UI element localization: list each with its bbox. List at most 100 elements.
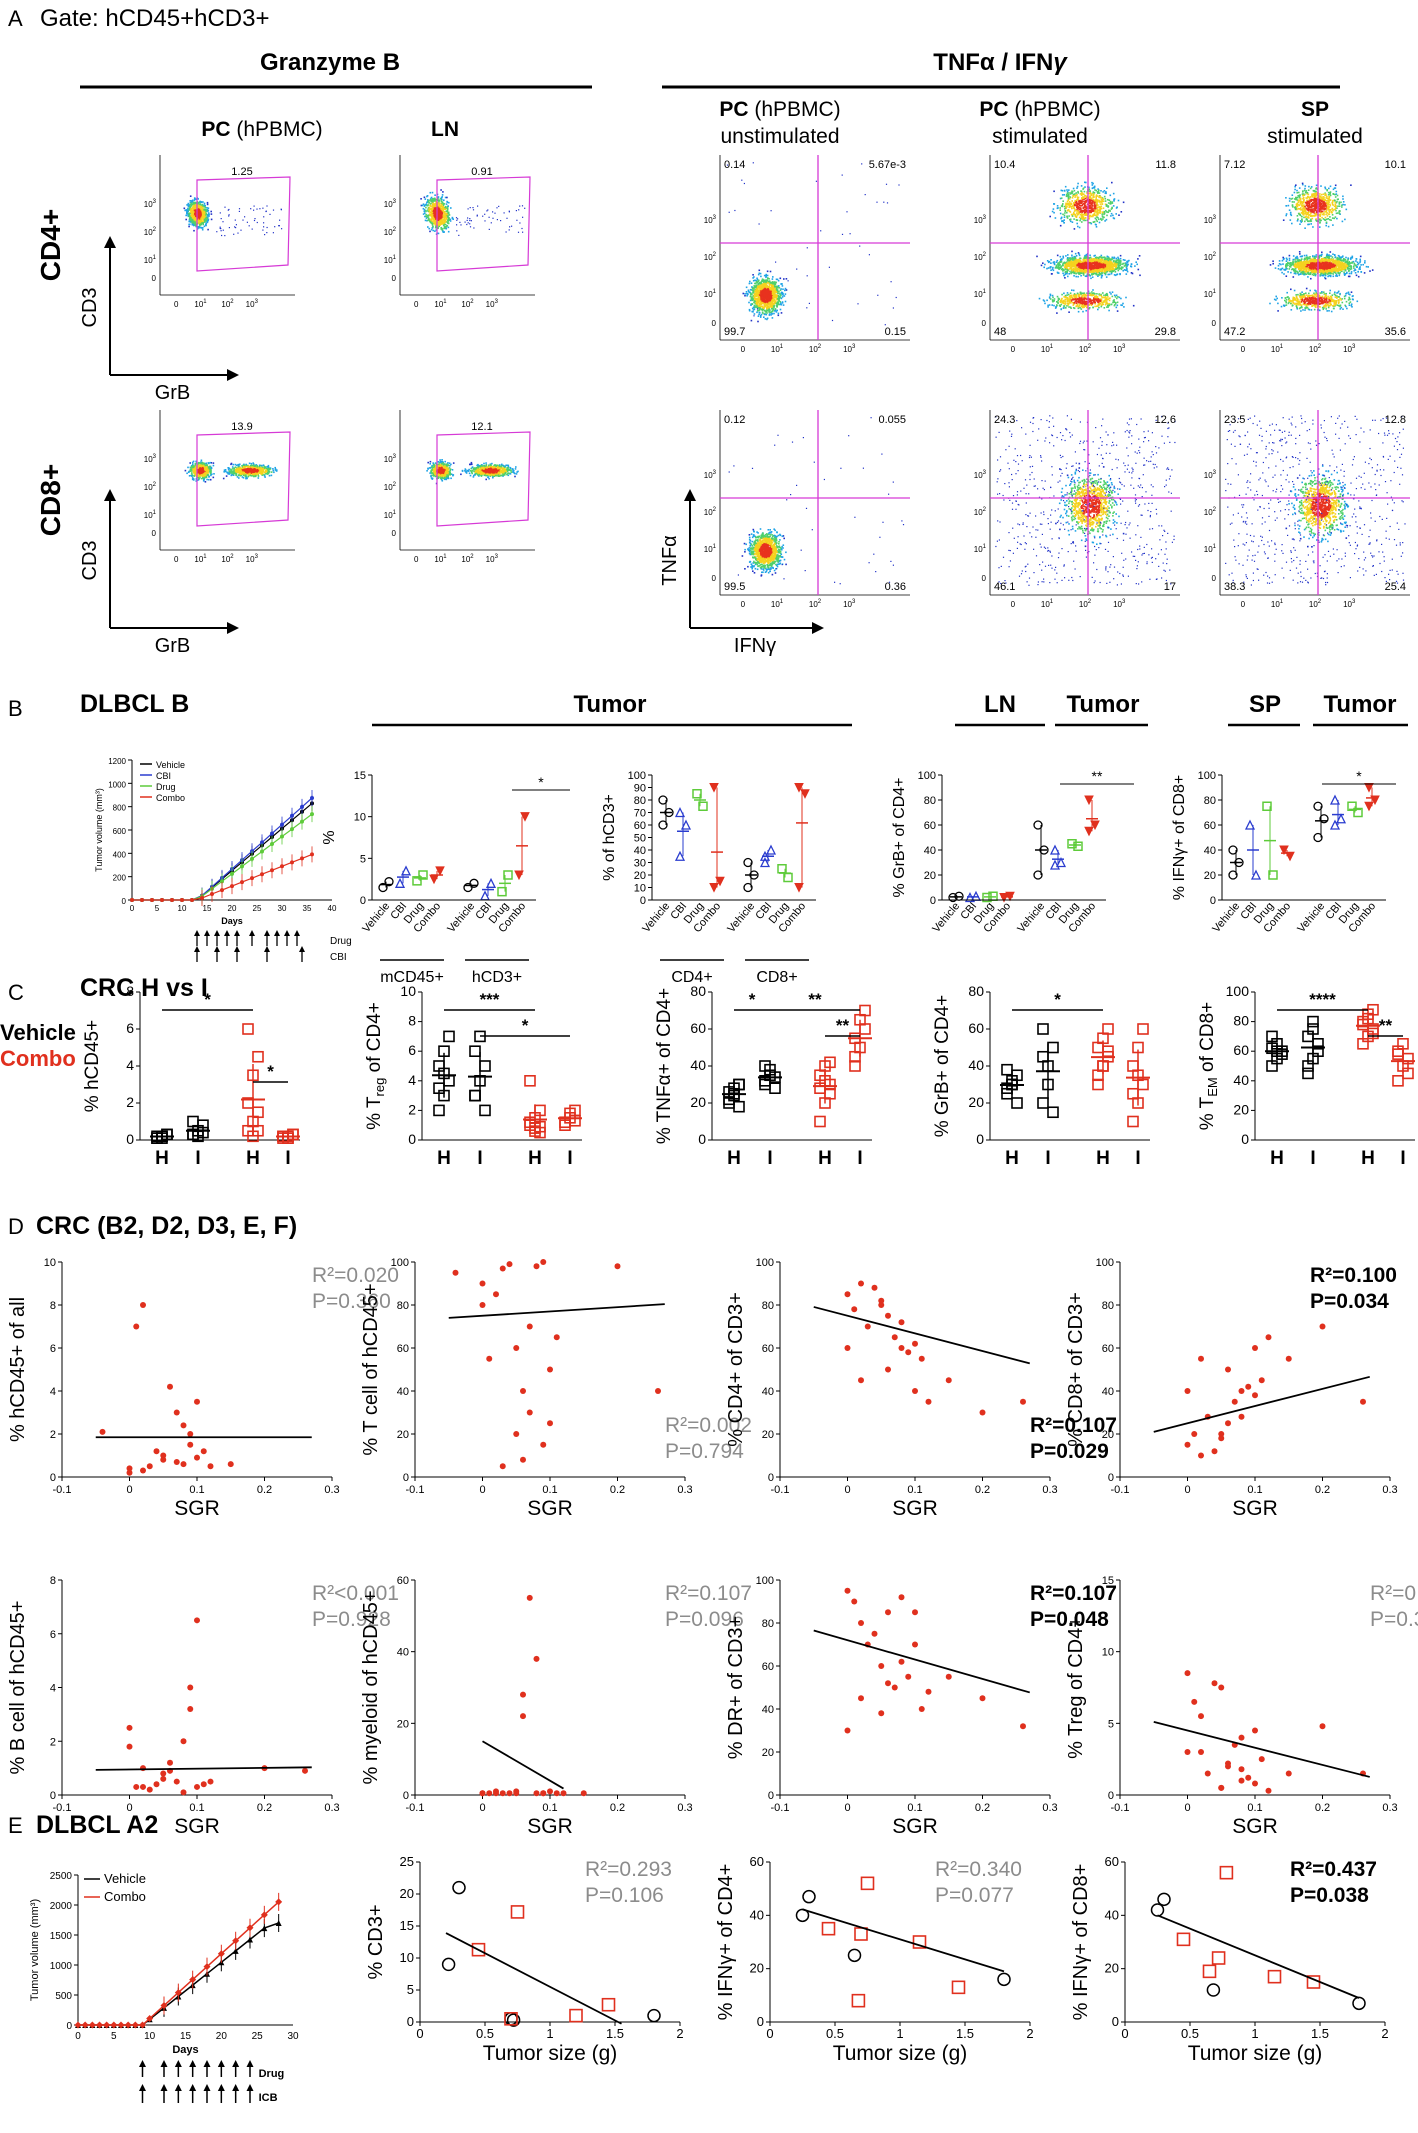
event-dot: [445, 227, 448, 230]
event-dot: [782, 304, 785, 306]
event-dot: [211, 473, 213, 475]
event-dot: [444, 472, 447, 474]
event-dot: [461, 469, 464, 472]
event-dot: [765, 295, 768, 298]
event-dot: [429, 472, 431, 474]
event-dot: [430, 202, 432, 205]
event-dot: [431, 211, 434, 214]
event-dot: [448, 214, 451, 216]
event-dot: [204, 209, 207, 211]
event-dot: [515, 473, 518, 475]
event-dot: [760, 289, 763, 291]
event-dot: [187, 205, 190, 208]
event-dot: [437, 472, 439, 474]
event-dot: [495, 474, 497, 477]
event-dot: [203, 479, 205, 481]
event-dot: [444, 465, 447, 468]
event-dot: [432, 199, 434, 201]
event-dot: [759, 287, 762, 289]
event-dot: [192, 217, 195, 219]
event-dot: [490, 222, 492, 224]
event-dot: [202, 470, 205, 472]
event-dot: [206, 464, 208, 466]
event-dot: [204, 474, 206, 476]
event-dot: [443, 227, 446, 230]
event-dot: [771, 299, 773, 302]
event-dot: [190, 209, 193, 212]
event-dot: [766, 318, 768, 321]
event-dot: [190, 211, 192, 213]
event-dot: [190, 207, 192, 210]
event-dot: [766, 274, 769, 277]
event-dot: [212, 464, 215, 467]
event-dot: [771, 305, 774, 308]
event-dot: [784, 289, 786, 292]
event-dot: [753, 304, 756, 307]
event-dot: [199, 224, 201, 226]
event-dot: [774, 291, 776, 293]
event-dot: [201, 207, 203, 209]
event-dot: [205, 467, 208, 469]
event-dot: [441, 229, 443, 231]
event-dot: [772, 283, 774, 285]
event-dot: [238, 477, 240, 479]
event-dot: [202, 463, 204, 465]
event-dot: [479, 469, 482, 471]
event-dot: [517, 231, 520, 233]
event-dot: [754, 300, 756, 303]
event-dot: [431, 208, 434, 210]
event-dot: [432, 229, 435, 232]
event-dot: [490, 470, 493, 473]
event-dot: [770, 301, 773, 304]
event-dot: [274, 468, 277, 470]
event-dot: [497, 466, 499, 468]
event-dot: [432, 472, 434, 475]
event-dot: [244, 216, 246, 218]
event-dot: [222, 221, 224, 223]
event-dot: [194, 204, 197, 206]
event-dot: [503, 474, 506, 476]
event-dot: [487, 471, 489, 474]
event-dot: [437, 206, 439, 209]
event-dot: [441, 209, 444, 212]
event-dot: [768, 280, 771, 282]
event-dot: [200, 220, 202, 222]
event-dot: [430, 472, 433, 474]
event-dot: [238, 467, 241, 469]
event-dot: [242, 466, 245, 468]
event-dot: [766, 286, 768, 288]
event-dot: [201, 222, 203, 224]
event-dot: [190, 220, 192, 223]
event-dot: [190, 203, 193, 205]
event-dot: [503, 212, 505, 214]
event-dot: [213, 473, 215, 475]
event-dot: [503, 467, 506, 470]
event-dot: [501, 471, 504, 473]
event-dot: [456, 224, 458, 226]
event-dot: [771, 282, 773, 284]
event-dot: [437, 199, 439, 202]
event-dot: [238, 208, 241, 210]
event-dot: [194, 222, 196, 225]
event-dot: [446, 465, 448, 468]
event-dot: [202, 465, 205, 467]
gate-label: Gate: hCD45+hCD3+: [40, 5, 269, 32]
event-dot: [198, 225, 201, 228]
event-dot: [434, 219, 437, 222]
event-dot: [202, 211, 205, 214]
event-dot: [770, 298, 773, 301]
event-dot: [764, 318, 767, 320]
event-dot: [431, 223, 434, 226]
event-dot: [493, 470, 495, 472]
event-dot: [760, 305, 762, 308]
event-dot: [205, 472, 208, 474]
gate-percentage: 1.25: [231, 166, 252, 178]
event-dot: [466, 219, 468, 221]
event-dot: [265, 469, 267, 472]
event-dot: [246, 477, 248, 480]
event-dot: [242, 466, 244, 468]
event-dot: [212, 476, 215, 479]
event-dot: [507, 466, 510, 468]
event-dot: [238, 464, 240, 467]
